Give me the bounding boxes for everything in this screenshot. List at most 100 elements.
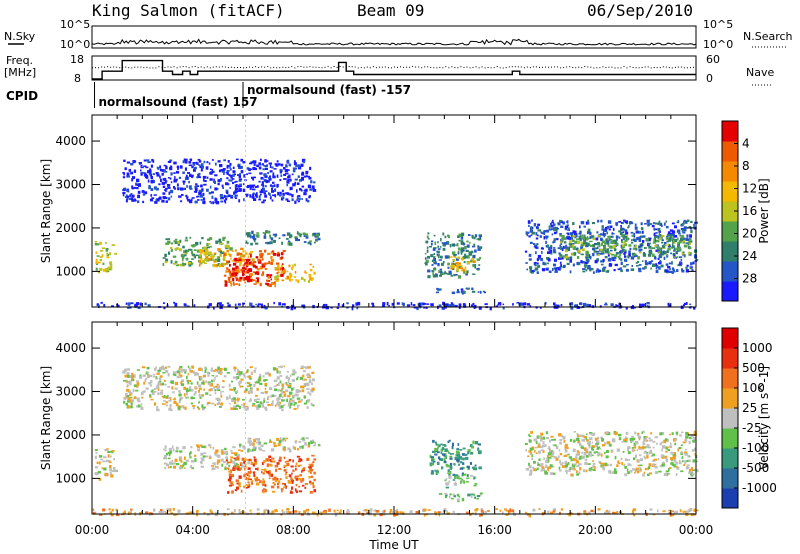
range-time-cell	[693, 508, 696, 512]
x-tick-label: 20:00	[578, 523, 613, 537]
range-time-cell	[589, 235, 592, 239]
range-time-cell	[244, 262, 246, 266]
range-time-cell	[209, 237, 213, 240]
range-time-cell	[302, 386, 305, 389]
range-time-cell	[192, 405, 196, 407]
range-time-cell	[276, 485, 280, 489]
range-time-cell	[133, 169, 137, 173]
range-time-cell	[631, 234, 634, 237]
range-time-cell	[594, 259, 598, 264]
range-time-cell	[206, 161, 209, 164]
range-time-cell	[426, 246, 429, 249]
range-time-cell	[437, 511, 441, 513]
range-time-cell	[679, 240, 682, 244]
range-time-cell	[289, 272, 292, 275]
range-time-cell	[574, 234, 578, 238]
range-time-cell	[646, 301, 650, 305]
nave-point	[563, 67, 565, 69]
range-time-cell	[315, 236, 319, 238]
range-time-cell	[582, 270, 586, 273]
range-time-cell	[273, 276, 276, 278]
range-time-cell	[583, 447, 587, 450]
range-time-cell	[548, 466, 552, 469]
nave-point	[418, 66, 420, 68]
range-time-cell	[289, 400, 291, 402]
range-time-cell	[604, 256, 608, 259]
range-time-cell	[207, 401, 211, 404]
range-time-cell	[686, 466, 690, 469]
range-time-cell	[587, 258, 590, 261]
range-time-cell	[112, 244, 116, 246]
range-time-cell	[179, 458, 181, 462]
range-time-cell	[457, 443, 460, 446]
range-time-cell	[169, 166, 173, 171]
range-time-cell	[597, 253, 600, 256]
range-time-cell	[230, 456, 233, 459]
range-time-cell	[210, 465, 214, 467]
range-time-cell	[222, 236, 226, 239]
range-time-cell	[260, 444, 264, 447]
range-time-cell	[194, 166, 197, 169]
range-time-cell	[131, 199, 135, 202]
range-time-cell	[109, 264, 113, 267]
range-time-cell	[163, 395, 166, 398]
range-time-cell	[544, 444, 547, 447]
range-time-cell	[278, 480, 281, 484]
nave-point	[128, 67, 130, 69]
range-time-cell	[602, 248, 605, 252]
range-time-cell	[642, 441, 645, 444]
range-time-cell	[252, 264, 256, 268]
range-time-cell	[233, 462, 237, 466]
range-time-cell	[608, 263, 612, 267]
range-time-cell	[446, 464, 450, 468]
range-time-cell	[618, 302, 621, 306]
range-time-cell	[128, 375, 132, 378]
range-time-cell	[638, 438, 641, 441]
range-time-cell	[198, 172, 201, 176]
range-time-cell	[262, 163, 264, 166]
range-time-cell	[644, 467, 647, 471]
range-time-cell	[289, 187, 292, 191]
range-time-cell	[673, 438, 676, 442]
range-time-cell	[429, 454, 432, 458]
range-time-cell	[558, 266, 562, 270]
range-time-cell	[290, 490, 293, 493]
range-time-cell	[236, 456, 240, 459]
range-time-cell	[223, 159, 226, 162]
range-time-cell	[465, 287, 468, 290]
range-time-cell	[196, 176, 199, 179]
range-time-cell	[258, 162, 261, 165]
range-time-cell	[214, 258, 218, 262]
range-time-cell	[225, 463, 229, 465]
range-time-cell	[257, 304, 259, 308]
range-time-cell	[224, 467, 227, 471]
range-time-cell	[185, 236, 188, 239]
range-time-cell	[677, 244, 679, 248]
range-time-cell	[282, 234, 286, 237]
range-time-cell	[122, 172, 125, 174]
range-time-cell	[231, 250, 234, 252]
range-time-cell	[198, 401, 200, 404]
range-time-cell	[668, 509, 672, 512]
range-time-cell	[152, 159, 155, 163]
range-time-cell	[254, 398, 257, 402]
range-time-cell	[303, 366, 306, 368]
range-time-cell	[453, 482, 457, 486]
range-time-cell	[131, 374, 134, 379]
range-time-cell	[610, 449, 614, 452]
range-time-cell	[228, 470, 232, 473]
range-time-cell	[467, 468, 470, 470]
range-time-cell	[213, 462, 216, 466]
range-time-cell	[229, 247, 233, 251]
range-time-cell	[445, 478, 448, 481]
range-time-cell	[199, 165, 203, 168]
range-time-cell	[679, 509, 682, 513]
range-time-cell	[248, 252, 252, 255]
range-time-cell	[595, 243, 600, 246]
range-time-cell	[137, 200, 140, 204]
colorbar-tick-label: 20	[742, 227, 757, 241]
range-time-cell	[209, 171, 213, 175]
range-time-cell	[628, 225, 630, 227]
range-time-cell	[205, 455, 209, 458]
range-time-cell	[234, 464, 237, 467]
